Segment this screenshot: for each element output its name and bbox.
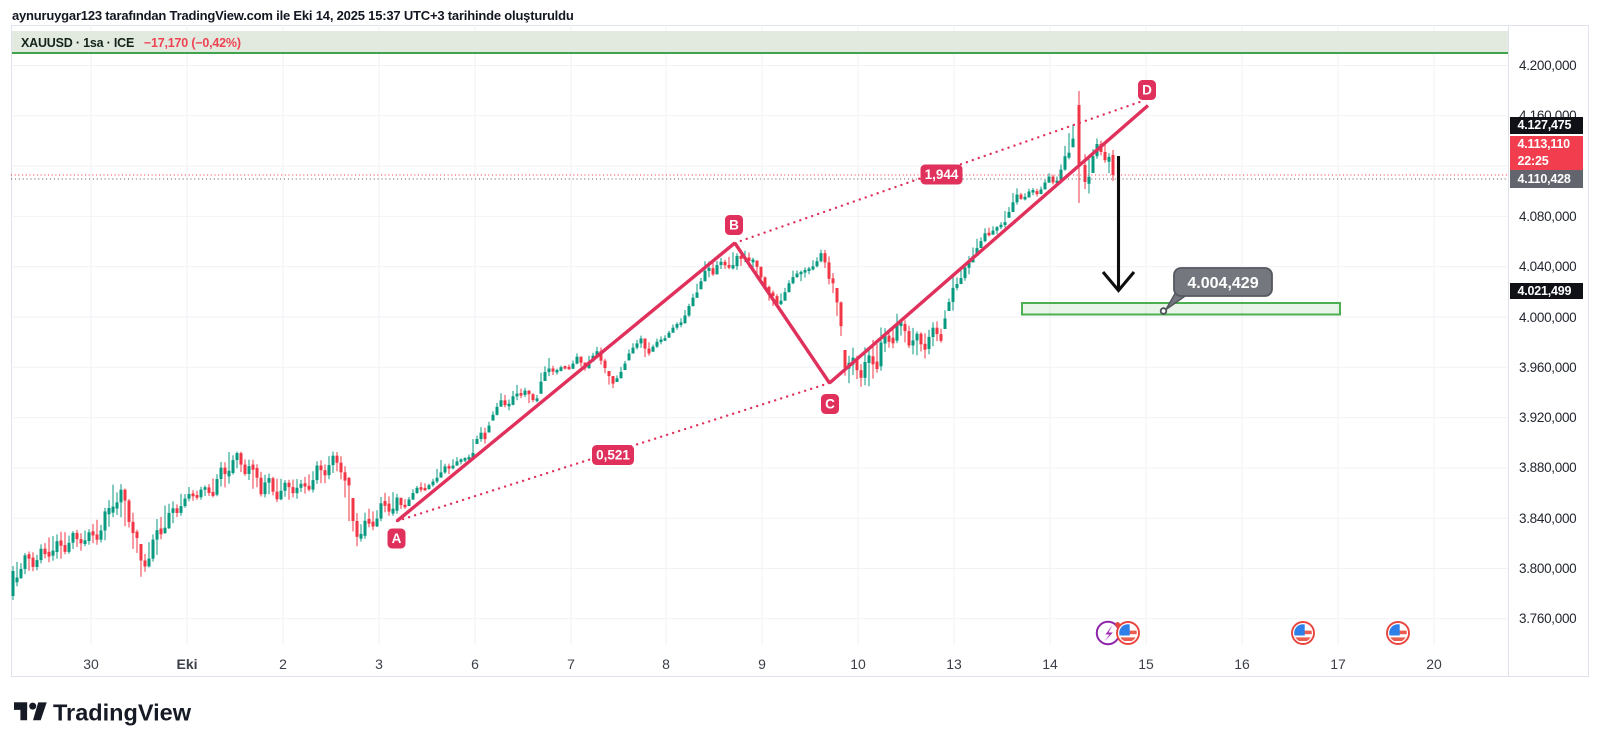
svg-text:D: D xyxy=(1142,83,1152,98)
svg-text:TradingView: TradingView xyxy=(53,702,192,725)
svg-text:C: C xyxy=(825,397,835,412)
svg-text:4.004,429: 4.004,429 xyxy=(1187,275,1258,292)
svg-text:B: B xyxy=(729,218,739,233)
svg-text:0,521: 0,521 xyxy=(596,448,630,463)
svg-text:A: A xyxy=(392,531,402,546)
svg-text:1,944: 1,944 xyxy=(925,167,959,182)
